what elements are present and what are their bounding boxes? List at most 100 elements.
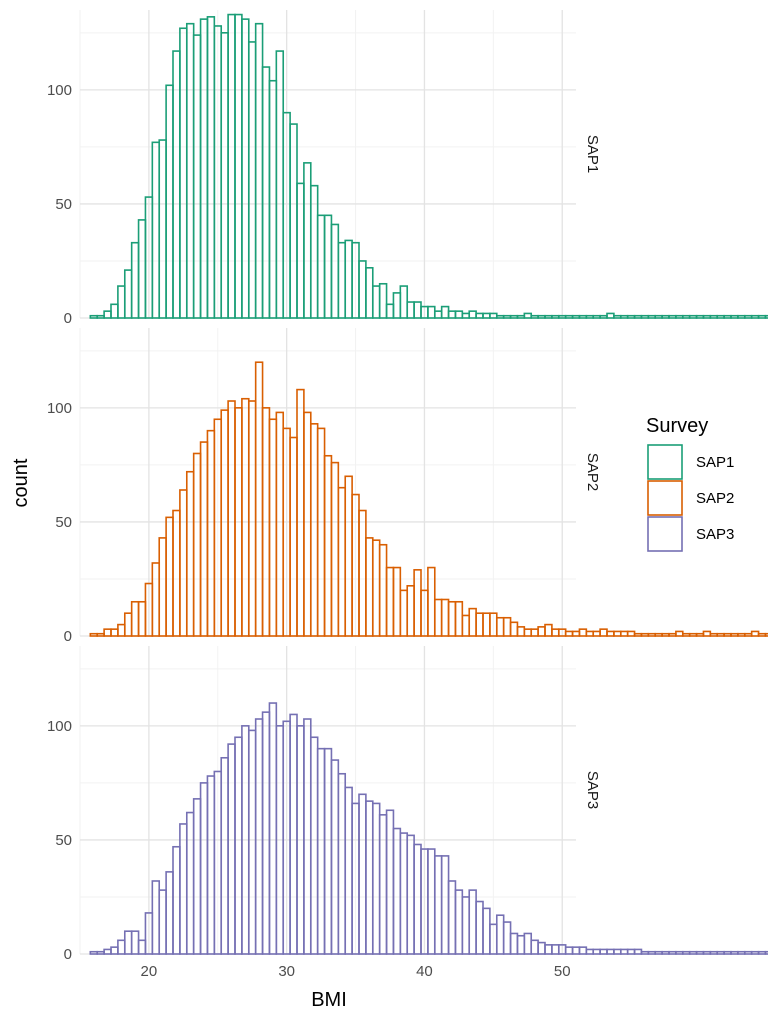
histogram-bar [743, 950, 753, 955]
histogram-bar [130, 930, 140, 955]
histogram-bar [192, 452, 202, 637]
histogram-bar [289, 713, 298, 955]
histogram-bar [633, 314, 643, 319]
histogram-bar [254, 22, 264, 319]
histogram-bar [227, 13, 236, 319]
histogram-bar [358, 260, 367, 319]
histogram-bar [268, 418, 278, 637]
legend-label-sap3: SAP3 [696, 526, 734, 543]
histogram-bar [454, 310, 464, 319]
histogram-bar [130, 241, 140, 319]
histogram-bar [358, 509, 367, 637]
histogram-bar [433, 598, 443, 637]
histogram-bar [151, 562, 161, 637]
histogram-bar [261, 66, 271, 319]
histogram-bar [599, 628, 608, 637]
histogram-bar [502, 314, 512, 319]
histogram-bar [365, 800, 374, 955]
histogram-bar [613, 630, 622, 637]
histogram-bar [399, 589, 409, 637]
histogram-bar [647, 632, 657, 637]
histogram-bar [247, 41, 257, 319]
histogram-bar [468, 607, 477, 637]
histogram-bar [137, 600, 147, 637]
x-tick-label: 50 [554, 963, 571, 980]
histogram-bar [433, 310, 443, 319]
histogram-bar [523, 312, 533, 319]
histogram-bar [330, 759, 340, 955]
histogram-bar [227, 400, 236, 637]
histogram-bar [227, 743, 236, 955]
histogram-bar [254, 361, 264, 637]
histogram-bar [482, 907, 491, 955]
histogram-bar [723, 950, 732, 955]
histogram-bar [709, 950, 719, 955]
histogram-bar [427, 566, 436, 637]
histogram-bar [688, 632, 698, 637]
histogram-bar [440, 855, 450, 955]
histogram-bar [737, 314, 746, 319]
strip-label-sap3: SAP3 [584, 771, 601, 809]
histogram-bar [296, 388, 305, 637]
histogram-bar [247, 400, 257, 637]
y-tick-label: 50 [55, 514, 72, 531]
histogram-bar [544, 623, 553, 637]
histogram-bar [695, 632, 705, 637]
histogram-bar [544, 314, 553, 319]
histogram-bar [743, 632, 753, 637]
histogram-bar [585, 630, 595, 637]
legend-key-sap1 [647, 444, 683, 480]
histogram-bar [96, 314, 105, 319]
histogram-bar [544, 944, 553, 955]
histogram-bar [716, 314, 725, 319]
histogram-bar [606, 948, 615, 955]
histogram-bar [695, 950, 705, 955]
histogram-bar [764, 632, 768, 637]
histogram-bar [337, 486, 347, 637]
histogram-bar [743, 314, 753, 319]
histogram-bar [723, 314, 732, 319]
histogram-bar [323, 747, 333, 955]
histogram-bar [750, 630, 760, 637]
histogram-bar [461, 312, 471, 319]
histogram-bar [89, 950, 99, 955]
histogram-bar [688, 950, 698, 955]
histogram-bar [117, 623, 126, 637]
histogram-bar [709, 632, 719, 637]
histogram-bar [165, 516, 174, 637]
histogram-bar [509, 314, 519, 319]
histogram-bar [502, 921, 512, 955]
histogram-bar [530, 314, 539, 319]
histogram-bar [571, 946, 581, 955]
histogram-bar [475, 612, 484, 637]
histogram-bar [137, 219, 147, 319]
histogram-bar [716, 632, 725, 637]
facet-panel-sap3: 0 50 100 [47, 646, 768, 963]
histogram-bar [371, 285, 381, 319]
strip-label-sap1: SAP1 [584, 135, 601, 173]
x-tick-label: 40 [416, 963, 433, 980]
y-axis-title: count [10, 458, 32, 507]
histogram-bar [599, 314, 608, 319]
histogram-bar [179, 27, 188, 319]
histogram-bar [220, 409, 229, 637]
histogram-bar [172, 50, 181, 319]
histogram-bar [158, 889, 167, 955]
histogram-bar [440, 305, 450, 319]
histogram-bar [578, 946, 588, 955]
histogram-bar [234, 736, 243, 955]
histogram-bar [551, 628, 560, 637]
x-tick-label: 30 [278, 963, 295, 980]
legend-label-sap2: SAP2 [696, 490, 734, 507]
histogram-bar [158, 537, 167, 637]
legend-key-sap3 [647, 516, 683, 552]
histogram-bar [337, 772, 347, 955]
histogram-bar [675, 950, 684, 955]
histogram-bar [482, 312, 491, 319]
histogram-bar [344, 786, 353, 955]
histogram-bar [564, 314, 574, 319]
histogram-bar [764, 950, 768, 955]
histogram-bar [495, 616, 505, 637]
histogram-bar [585, 314, 595, 319]
y-tick-label: 50 [55, 832, 72, 849]
